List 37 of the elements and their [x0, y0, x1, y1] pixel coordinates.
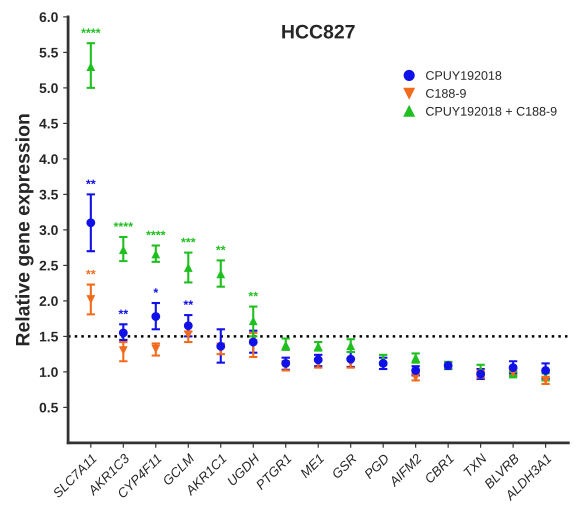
- y-tick-label: 3.5: [39, 190, 58, 200]
- annotation: ****: [146, 230, 166, 236]
- annotation: ****: [114, 222, 134, 227]
- y-tick-label: 4.5: [39, 118, 58, 129]
- y-tick-label: 1.0: [40, 367, 58, 378]
- point: [378, 358, 388, 368]
- annotation: ****: [81, 28, 101, 34]
- legend-label: C188-9: [426, 88, 466, 98]
- annotation: **: [216, 246, 226, 250]
- point: [151, 312, 160, 321]
- y-tick-label: 4.0: [39, 154, 58, 164]
- y-tick-label: 1.5: [40, 332, 58, 342]
- legend-label: CPUY192018 + C188-9: [426, 106, 557, 116]
- point: [184, 321, 193, 330]
- y-tick-label: 3.0: [39, 225, 58, 236]
- point: [314, 355, 323, 364]
- y-axis-title: Relative gene expression: [15, 114, 34, 346]
- y-tick-label: 5.5: [39, 48, 58, 58]
- point: [541, 366, 550, 375]
- annotation: **: [118, 310, 128, 314]
- point: [346, 354, 356, 364]
- y-tick-label: 6.0: [40, 12, 58, 22]
- y-tick-label: 2.0: [40, 296, 58, 306]
- annotation: **: [248, 292, 258, 296]
- point: [508, 363, 518, 372]
- point: [86, 218, 96, 228]
- chart-title: HCC827: [282, 24, 355, 39]
- y-tick-label: 0.5: [40, 402, 58, 413]
- annotation: **: [183, 300, 194, 305]
- annotation: *: [153, 288, 158, 293]
- legend-label: CPUY192018: [426, 71, 502, 80]
- annotation: **: [86, 270, 96, 274]
- annotation: **: [86, 180, 96, 184]
- y-tick-label: 2.5: [40, 260, 58, 271]
- annotation: ***: [181, 238, 196, 243]
- y-tick-label: 5.0: [39, 83, 58, 94]
- point: [118, 328, 128, 338]
